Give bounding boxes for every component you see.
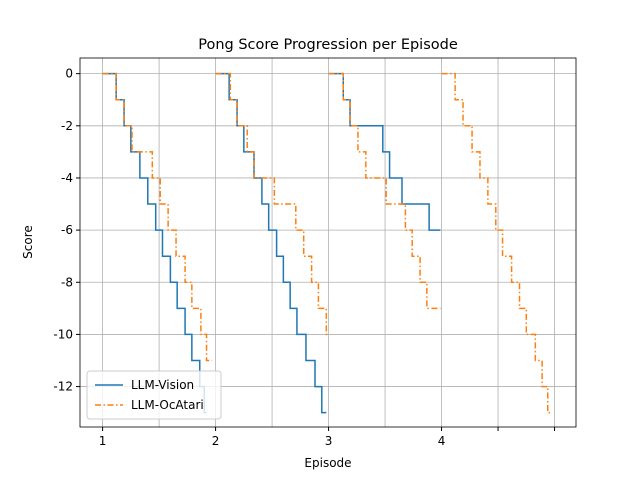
series-line: [102, 72, 553, 414]
series-line: [102, 72, 441, 414]
legend-label: LLM-Vision: [131, 378, 194, 392]
legend: LLM-Vision LLM-OcAtari: [86, 370, 222, 420]
y-tick-label: -12: [53, 380, 73, 394]
x-tick-label: 1: [99, 434, 107, 448]
chart-title: Pong Score Progression per Episode: [198, 37, 458, 53]
y-tick-label: -2: [61, 119, 73, 133]
y-tick-label: 0: [65, 67, 73, 81]
plot-frame: [79, 57, 577, 428]
y-axis-label: Score: [21, 225, 35, 259]
x-tick-label: 2: [212, 434, 220, 448]
x-axis-label: Episode: [304, 456, 351, 470]
legend-label: LLM-OcAtari: [131, 398, 204, 412]
x-tick-label: 3: [325, 434, 333, 448]
legend-box: [86, 370, 222, 420]
x-tick-label: 4: [438, 434, 446, 448]
y-tick-label: -8: [61, 275, 73, 289]
y-tick-label: -4: [61, 171, 73, 185]
y-tick-label: -6: [61, 223, 73, 237]
y-tick-label: -10: [53, 327, 73, 341]
